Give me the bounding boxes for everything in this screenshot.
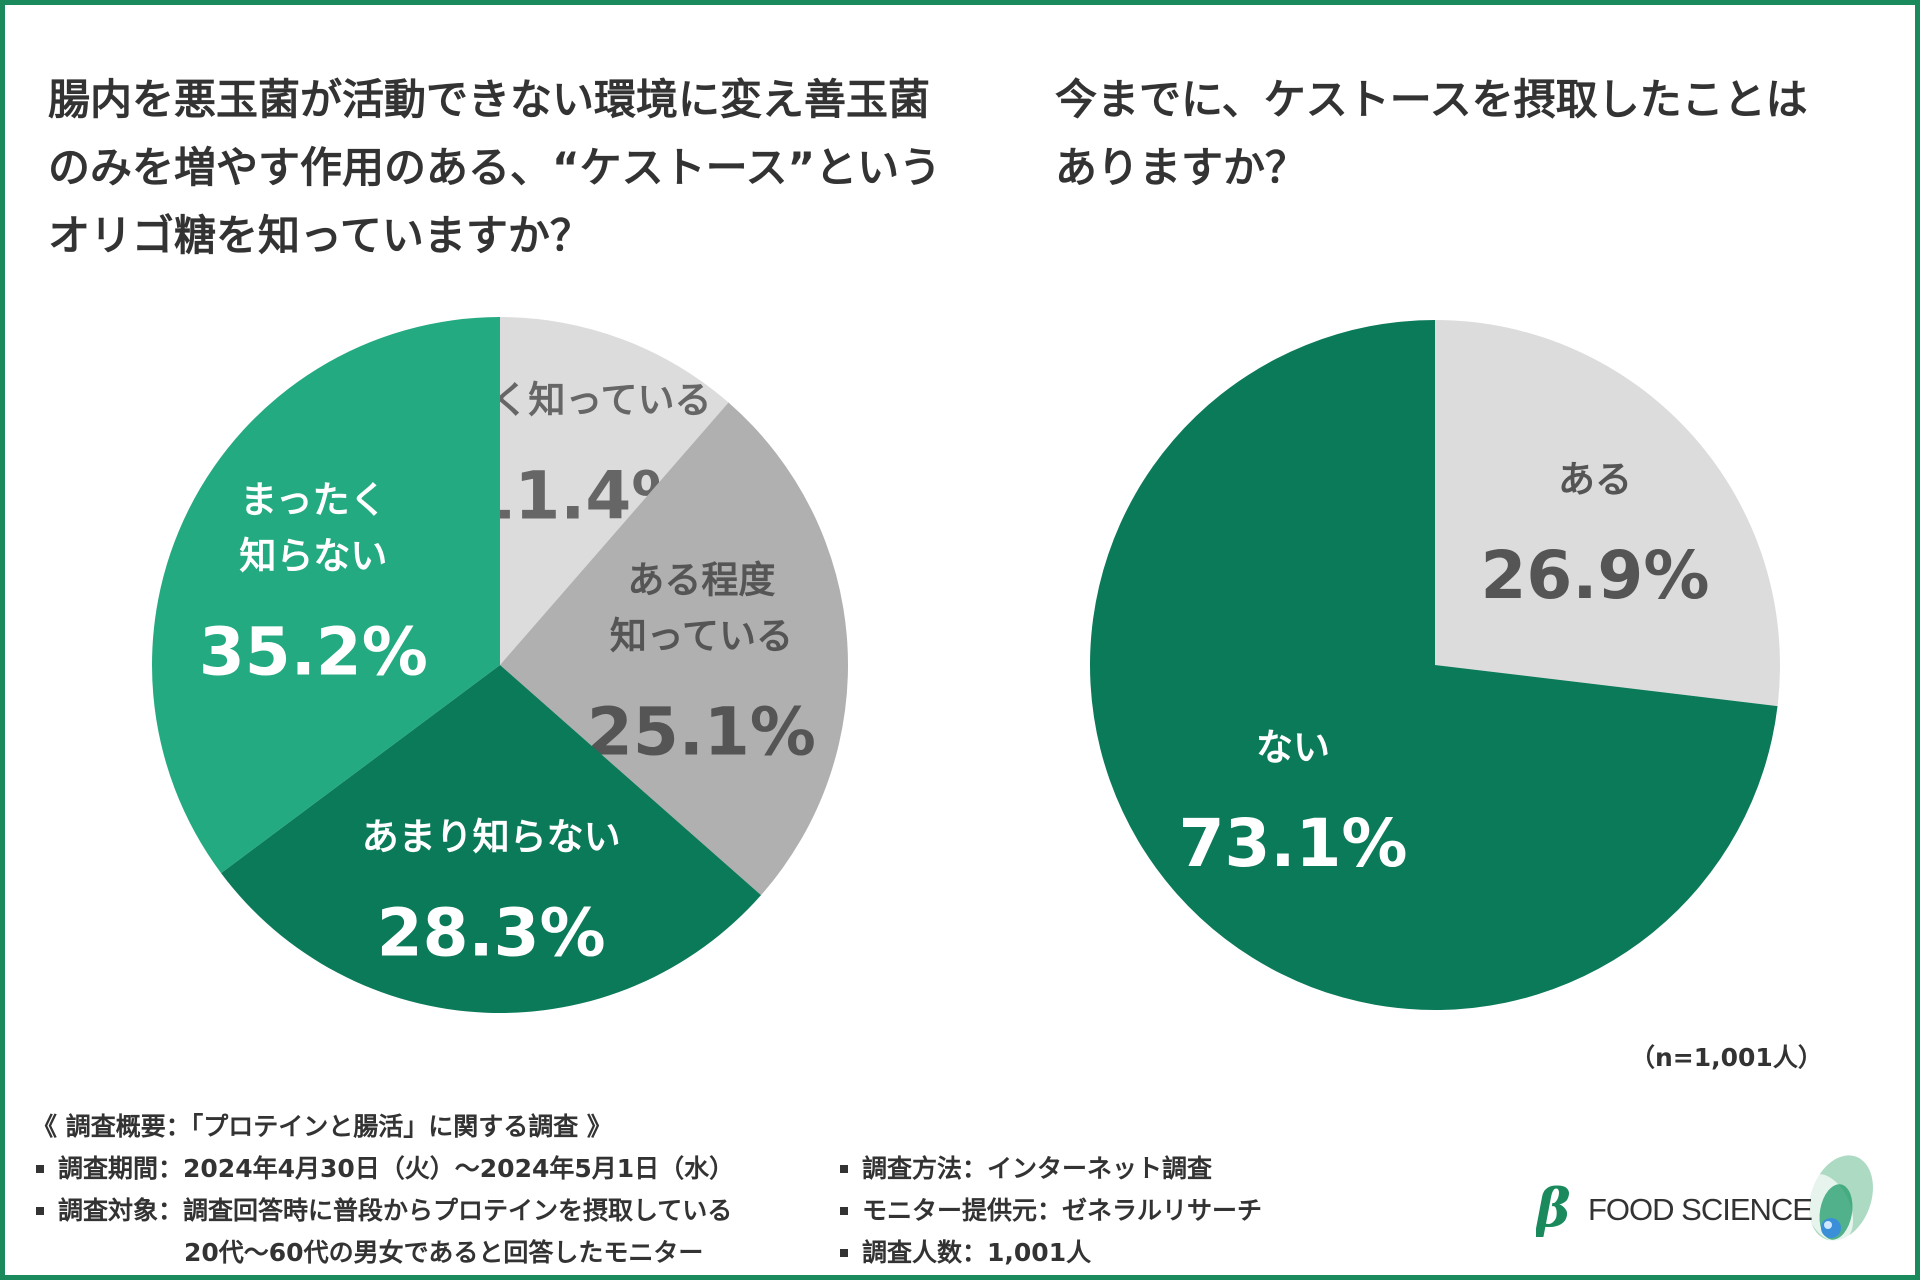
bullet-icon [840,1165,848,1173]
logo-text: FOOD SCIENCE [1588,1192,1813,1227]
survey-provider-key: モニター提供元： [862,1196,1063,1225]
survey-count-key: 調査人数： [862,1238,988,1267]
pie2-slice-0 [1435,320,1781,707]
survey-provider: モニター提供元： ゼネラルリサーチ [836,1190,1262,1232]
survey-target-value: 調査回答時に普段からプロテインを摂取している [183,1196,733,1225]
food-science-logo: β FOOD SCIENCE [1536,1150,1886,1260]
logo-mark-icon: β [1536,1155,1873,1242]
bullet-icon [840,1207,848,1215]
survey-target: 調査対象： 調査回答時に普段からプロテインを摂取している [32,1190,732,1232]
pie1-slice-2-value: 28.3% [377,895,606,972]
pie1-slice-2-label-line0: あまり知らない [362,816,621,859]
pie2-slice-0-label-line0: ある [1558,458,1632,501]
pie1-slice-1-label-line0: ある程度 [627,559,775,602]
pie2-slice-1-label-line0: ない [1256,726,1330,769]
survey-period-key: 調査期間： [58,1154,184,1183]
bullet-icon [36,1165,44,1173]
survey-method-value: インターネット調査 [987,1154,1213,1183]
pie1-slice-0 [500,317,729,665]
pie1-slice-2 [221,665,762,1013]
survey-count-value: 1,001人 [987,1238,1092,1267]
survey-method-key: 調査方法： [862,1154,988,1183]
survey-target-value-2: 20代〜60代の男女であると回答したモニター [184,1238,704,1267]
pie2-slice-0-value: 26.9% [1481,537,1710,614]
pie1-slice-3-value: 35.2% [199,613,428,690]
chart1-title: 腸内を悪玉菌が活動できない環境に変え善玉菌 のみを増やす作用のある、“ケストース… [48,75,942,260]
pie1-slice-1 [500,402,849,896]
chart2-title: 今までに、ケストースを摂取したことは ありますか？ [1055,75,1808,192]
survey-target-key: 調査対象： [58,1196,184,1225]
logo-beta: β [1536,1178,1571,1239]
pie1-slice-1-value: 25.1% [587,694,816,771]
sample-size: （n=1,001人） [1630,1043,1823,1072]
bullet-icon [36,1207,44,1215]
pie2-slice-1-value: 73.1% [1179,805,1408,882]
pie1-slice-3-label-line1: 知らない [239,534,387,577]
survey-heading: 《 調査概要：「プロテインと腸活」に関する調査 》 [32,1112,612,1141]
pie2-slice-1 [1090,320,1778,1010]
pie1-slice-3 [151,317,500,874]
pie1-slice-3-label-line0: まったく [240,478,387,521]
survey-method: 調査方法： インターネット調査 [836,1148,1212,1190]
survey-period-value: 2024年4月30日（火）〜2024年5月1日（水） [183,1154,735,1183]
survey-period: 調査期間： 2024年4月30日（火）〜2024年5月1日（水） [32,1148,734,1190]
pie1-slice-1-label-line1: 知っている [610,615,793,658]
survey-count: 調査人数： 1,001人 [836,1232,1091,1274]
survey-provider-value: ゼネラルリサーチ [1062,1196,1263,1225]
bullet-icon [840,1249,848,1257]
